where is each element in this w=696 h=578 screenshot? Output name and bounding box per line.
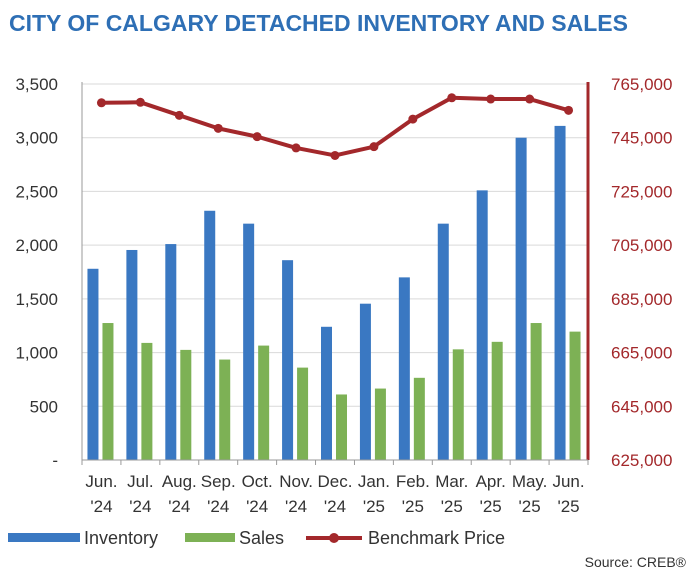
x-tick-label-year: '25 <box>441 497 463 516</box>
x-tick-label-year: '24 <box>246 497 268 516</box>
inventory-bar <box>398 277 410 460</box>
inventory-bar <box>359 303 371 460</box>
inventory-bar <box>87 268 99 460</box>
sales-bar <box>452 349 464 460</box>
right-tick-label: 765,000 <box>611 75 672 94</box>
sales-bar <box>141 342 153 460</box>
sales-bar <box>336 394 347 460</box>
x-tick-label-year: '24 <box>207 497 229 516</box>
x-tick-label-year: '25 <box>480 497 502 516</box>
left-tick-label: 1,500 <box>15 290 58 309</box>
price-point <box>369 142 379 152</box>
price-line-path <box>101 95 570 158</box>
price-point <box>330 150 340 160</box>
x-tick-label-year: '24 <box>324 497 346 516</box>
x-tick-label: Dec. <box>318 472 353 491</box>
inventory-bar <box>554 125 566 460</box>
gridlines <box>82 83 588 407</box>
legend-marker-price <box>329 533 339 543</box>
inventory-bar <box>282 260 294 460</box>
left-tick-label: 3,000 <box>15 129 58 148</box>
right-tick-label: 665,000 <box>611 344 672 363</box>
inventory-bar <box>321 326 332 460</box>
source-note: Source: CREB® <box>584 554 686 570</box>
price-line <box>96 93 574 160</box>
x-tick-label: Jul. <box>127 472 153 491</box>
x-tick-label-year: '24 <box>168 497 190 516</box>
price-point <box>525 94 535 104</box>
sales-bar <box>374 388 386 460</box>
x-tick-label-year: '25 <box>519 497 541 516</box>
legend-label-price: Benchmark Price <box>368 528 505 548</box>
x-tick-label-year: '25 <box>402 497 424 516</box>
inventory-bar <box>204 210 216 460</box>
x-tick-label: Jun. <box>552 472 584 491</box>
left-tick-label: 1,000 <box>15 344 58 363</box>
right-tick-label: 705,000 <box>611 236 672 255</box>
right-tick-label: 725,000 <box>611 182 672 201</box>
right-axis: 625,000 645,000 665,000 685,000 705,000 725,0… <box>586 75 672 470</box>
x-axis: Jun. '24 Jul. '24 Aug. '24 Sep. '24 Oct. '24 Nov. '… <box>81 459 589 516</box>
sales-bar <box>297 367 309 460</box>
left-axis: - 500 1,000 1,500 2,000 2,500 3,000 3,500 <box>15 75 83 470</box>
x-tick-label: Jun. <box>85 472 117 491</box>
price-point <box>135 97 145 107</box>
sales-bar <box>569 331 581 460</box>
sales-bar <box>219 359 231 460</box>
inventory-bar <box>243 223 255 460</box>
x-tick-label-year: '24 <box>129 497 151 516</box>
price-point <box>447 93 457 103</box>
legend: Inventory Sales Benchmark Price <box>8 528 505 548</box>
right-tick-label: 685,000 <box>611 290 672 309</box>
left-tick-label: 500 <box>30 397 58 416</box>
x-tick-label-year: '24 <box>285 497 307 516</box>
inventory-bar <box>126 249 138 460</box>
sales-bar <box>258 345 270 460</box>
sales-bar <box>491 341 503 460</box>
x-tick-label: Nov. <box>279 472 313 491</box>
x-tick-label: Oct. <box>242 472 273 491</box>
x-tick-label: Feb. <box>396 472 430 491</box>
sales-bar <box>180 349 192 460</box>
price-point <box>291 143 301 153</box>
x-tick-label: Apr. <box>476 472 506 491</box>
inventory-bar <box>165 244 177 460</box>
price-point <box>252 132 262 142</box>
legend-swatch-sales <box>185 533 235 542</box>
price-point <box>486 94 496 104</box>
legend-label-inventory: Inventory <box>84 528 158 548</box>
right-tick-label: 745,000 <box>611 129 672 148</box>
price-point <box>96 98 106 108</box>
legend-label-sales: Sales <box>239 528 284 548</box>
x-tick-label-year: '25 <box>363 497 385 516</box>
inventory-bar <box>476 190 488 460</box>
x-tick-label: Aug. <box>162 472 197 491</box>
price-point <box>564 105 574 115</box>
x-tick-label: Jan. <box>358 472 390 491</box>
sales-bar <box>530 323 542 460</box>
right-tick-label: 625,000 <box>611 451 672 470</box>
x-tick-label-year: '25 <box>557 497 579 516</box>
x-tick-label-year: '24 <box>90 497 112 516</box>
legend-swatch-inventory <box>8 533 80 542</box>
x-tick-label: May. <box>512 472 548 491</box>
sales-bar <box>102 323 114 460</box>
price-point <box>174 110 184 120</box>
price-point <box>408 114 418 124</box>
chart-title: CITY OF CALGARY DETACHED INVENTORY AND S… <box>9 10 628 36</box>
left-tick-label: 3,500 <box>15 75 58 94</box>
price-point <box>213 123 223 133</box>
left-tick-label: - <box>52 451 58 470</box>
right-tick-label: 645,000 <box>611 397 672 416</box>
left-tick-label: 2,000 <box>15 236 58 255</box>
x-tick-label: Sep. <box>201 472 236 491</box>
inventory-bar <box>515 137 527 460</box>
x-tick-label: Mar. <box>435 472 468 491</box>
inventory-bar <box>437 223 449 460</box>
bars <box>87 125 581 460</box>
sales-bar <box>413 377 425 460</box>
left-tick-label: 2,500 <box>15 182 58 201</box>
